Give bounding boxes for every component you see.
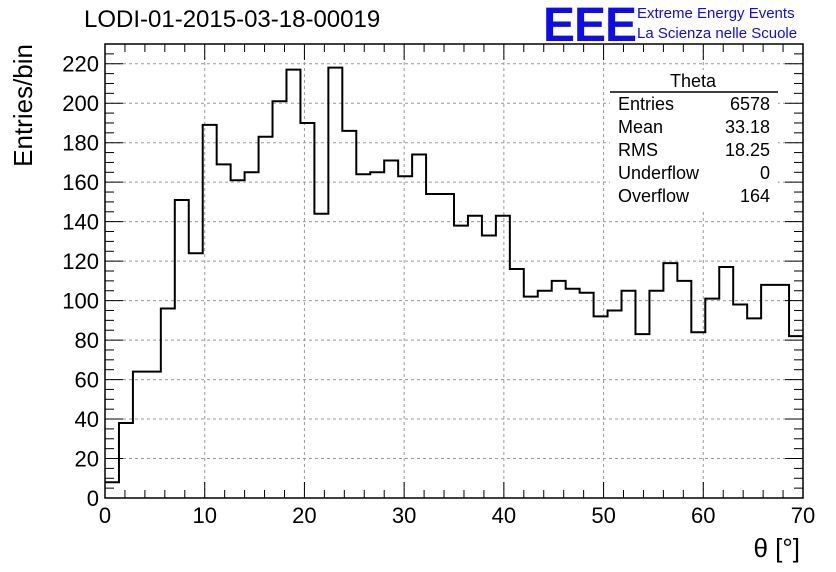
logo-line-2: La Scienza nelle Scuole	[637, 25, 798, 42]
y-tick-label: 40	[75, 407, 99, 432]
y-tick-label: 100	[62, 289, 99, 314]
stats-row-label: Entries	[618, 94, 674, 114]
x-tick-label: 70	[791, 503, 815, 528]
x-tick-label: 30	[392, 503, 416, 528]
x-axis-label: θ [°]	[753, 533, 800, 563]
stats-box: Theta Entries 6578 Mean 33.18 RMS 18.25 Underf…	[610, 70, 778, 210]
x-tick-label: 10	[192, 503, 216, 528]
stats-row-label: RMS	[618, 140, 658, 160]
stats-row-label: Mean	[618, 117, 663, 137]
stats-row-value: 18.25	[725, 140, 770, 160]
y-tick-label: 20	[75, 447, 99, 472]
stats-row-value: 33.18	[725, 117, 770, 137]
x-tick-label: 40	[492, 503, 516, 528]
y-tick-label: 160	[62, 170, 99, 195]
stats-row-value: 0	[760, 163, 770, 183]
chart-title: LODI-01-2015-03-18-00019	[84, 6, 381, 33]
stats-box-name: Theta	[670, 71, 717, 91]
y-tick-label: 60	[75, 368, 99, 393]
y-tick-label: 120	[62, 249, 99, 274]
y-tick-labels: 0 20 40 60 80 100 120 140 160 180 200 220	[62, 52, 99, 511]
grid-lines	[105, 44, 803, 498]
x-tick-label: 20	[292, 503, 316, 528]
y-tick-label: 140	[62, 210, 99, 235]
y-axis-label: Entries/bin	[8, 44, 38, 167]
histogram-line	[105, 66, 803, 484]
stats-row-label: Underflow	[618, 163, 700, 183]
stats-row-value: 6578	[730, 94, 770, 114]
x-tick-labels: 0 10 20 30 40 50 60 70	[99, 503, 815, 528]
stats-row-value: 164	[740, 186, 770, 206]
x-tick-label: 50	[591, 503, 615, 528]
y-tick-label: 80	[75, 328, 99, 353]
stats-row-label: Overflow	[618, 186, 690, 206]
stats-box-background	[610, 70, 778, 210]
logo-subtitle: Extreme Energy Events La Scienza nelle S…	[637, 4, 797, 44]
y-tick-label: 220	[62, 52, 99, 77]
y-tick-label: 180	[62, 131, 99, 156]
axis-ticks	[104, 43, 804, 499]
x-tick-label: 0	[99, 503, 111, 528]
x-tick-label: 60	[691, 503, 715, 528]
y-tick-label: 0	[87, 486, 99, 511]
logo-line-1: Extreme Energy Events	[637, 5, 795, 22]
stats-rows: Entries 6578 Mean 33.18 RMS 18.25 Underflow 0 Ov…	[618, 94, 770, 206]
y-tick-label: 200	[62, 91, 99, 116]
